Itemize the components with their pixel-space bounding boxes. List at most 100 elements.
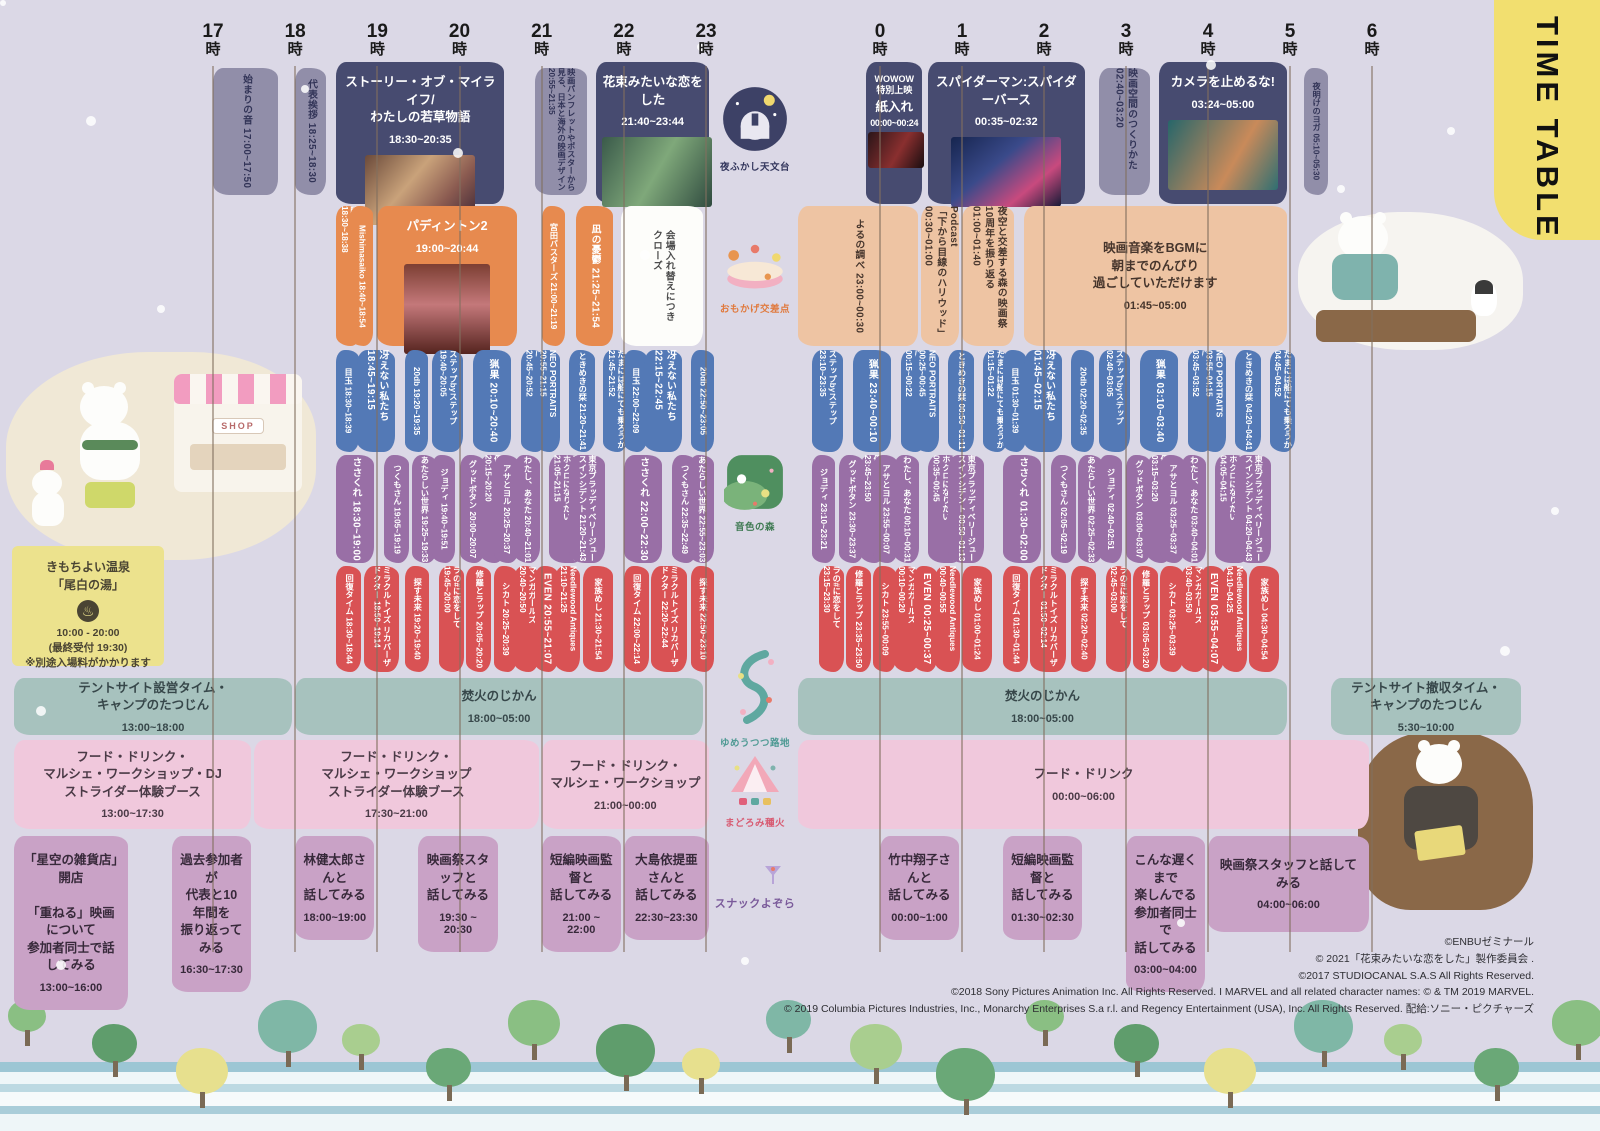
onsen-note: きもちよい温泉 「尾白の湯」 ♨ 10:00 - 20:00 (最終受付 19:…	[12, 546, 164, 669]
reading-bear-character	[1416, 740, 1462, 784]
event-title: ステップbyステップ 19:40~20:05	[438, 350, 458, 426]
tree-trunk	[1401, 1054, 1406, 1070]
event-title: Needlewood Antiques 21:10~21:25	[558, 566, 578, 652]
event-block: 宮田バスターズ 21:00~21:19	[541, 206, 565, 346]
event-block: シカト 03:25~03:39	[1160, 566, 1184, 672]
event-title: アサとヨル 20:25~20:37	[502, 464, 512, 554]
event-title: 焚火のじかん	[461, 689, 537, 704]
event-block: フード・ドリンク・ マルシェ・ワークショップ・DJ ストライダー体験ブース 13:…	[14, 740, 252, 829]
event-block: こんな遅くまで 楽しんでる 参加者同士で 話してみる 03:00~04:00	[1126, 836, 1205, 992]
page-title: TIME TABLE	[1530, 16, 1565, 240]
event-block: わたし、あなた 20:40~21:01	[514, 455, 541, 563]
event-time: 01:30~02:30	[1011, 912, 1074, 924]
event-block: ささくれ 01:30~02:00	[1003, 455, 1041, 563]
event-title: つくもさん 19:05~19:19	[392, 464, 402, 554]
event-block: つくもさん 02:05~02:19	[1050, 455, 1076, 563]
event-title: 映画音楽をBGMに 朝までのんびり 過ごしていただけます	[1092, 241, 1218, 291]
event-block: フード・ドリンク 00:00~06:00	[798, 740, 1369, 829]
row-short-blue: 目玉 18:30~18:39 冴えない私たち 18:45~19:15 20db 19…	[0, 350, 1600, 452]
tree-trunk	[446, 1085, 452, 1101]
illustration-bear-tea	[1298, 212, 1523, 350]
tree	[1114, 1024, 1159, 1063]
event-block: ときめきの栞 04:20~04:41	[1235, 350, 1262, 452]
event-title: グッドボタン 20:00~20:07	[467, 459, 477, 559]
tree	[682, 1048, 720, 1080]
event-time: 03:24~05:00	[1191, 98, 1255, 111]
stage-yumeutsutsu: ゆめうつつ路地	[712, 648, 798, 749]
event-block: ときめきの栞 21:20~21:41	[569, 350, 595, 452]
grid-line	[376, 66, 379, 952]
illustration-bear-shop: SHOP	[6, 352, 316, 560]
event-title: シカト 23:55~00:09	[880, 582, 890, 656]
event-title: アサとヨル 23:55~00:07	[881, 464, 891, 554]
event-block: Needlewood Antiques 04:10~04:25	[1221, 566, 1247, 672]
tree	[1552, 1000, 1600, 1046]
event-time: 18:00~05:00	[467, 712, 531, 725]
event-time: 21:40~23:44	[621, 116, 685, 128]
event-title: マンガガールズ 20:40~20:50	[517, 566, 537, 624]
event-title: 回復タイム 18:30~18:44	[344, 574, 354, 664]
stage-madoromi: まどろみ種火	[712, 752, 798, 829]
event-block: 竹中翔子さんと 話してみる 00:00~1:00	[880, 836, 959, 940]
tree-trunk	[1321, 1051, 1327, 1067]
stage-label: スナックよぞら	[714, 898, 796, 910]
event-time: 22:30~23:30	[635, 911, 698, 924]
event-title: カメラを止めるな!	[1170, 75, 1275, 89]
event-title: ステップbyステップ 02:40~03:05	[1105, 350, 1124, 426]
event-block: 目玉 22:00~22:09	[623, 350, 647, 452]
event-title: 映画祭スタッフと 話してみる	[426, 852, 490, 905]
event-block: ストーリー・オブ・マイライフ/ わたしの若草物語 18:30~20:35	[336, 62, 505, 225]
film-still	[951, 137, 1062, 207]
credit-line: © 2021「花束みたいな恋をした」製作委員会 .	[1315, 952, 1534, 965]
tree	[1026, 1000, 1064, 1032]
grid-line	[1125, 66, 1127, 952]
event-title: 短編映画監督と 話してみる	[549, 853, 613, 902]
event-title: Needlewood Antiques 04:10~04:25	[1225, 566, 1244, 652]
event-block: あたらしい世界 22:55~23:03	[689, 455, 714, 563]
event-title: 猟果 20:10~20:40	[487, 359, 499, 443]
event-title: わたし、あなた 03:40~04:01	[1189, 455, 1199, 563]
event-block: 東京ブラッディベリージュースインシデント 04:20~04:43	[1235, 455, 1271, 563]
event-title: 林健太郎さんと 話してみる	[303, 853, 366, 902]
event-block: ジョディ 19:40~19:51	[432, 455, 456, 563]
grid-line	[705, 66, 708, 952]
event-title: 修羅とラップ 03:05~03:20	[1141, 569, 1151, 669]
event-title: 回復タイム 22:00~22:14	[632, 574, 642, 664]
event-block: Mishimasaiko 18:40~18:54	[349, 206, 373, 346]
tree-trunk	[1043, 1030, 1048, 1046]
tent-icon	[731, 756, 779, 805]
event-block: NEO PORTRAITS 20:55~21:15	[534, 350, 560, 452]
tree	[1204, 1048, 1256, 1094]
event-block: つくもさん 19:05~19:19	[384, 455, 410, 563]
event-time: 19:30 ~ 20:30	[439, 911, 477, 936]
event-time: 18:30~20:35	[388, 133, 452, 146]
event-title: グッドボタン 03:00~03:07	[1134, 459, 1144, 559]
event-title: ミラクルトイズ リカバーザ ドクター 22:20~22:44	[659, 566, 679, 667]
event-title: 凪の憂鬱 21:25~21:54	[589, 223, 601, 329]
event-block: 探す未来 02:20~02:40	[1071, 566, 1096, 672]
event-title: 焚火のじかん	[1005, 688, 1080, 706]
polar-bear-character	[1338, 212, 1388, 260]
event-title: 家族めし 04:30~04:54	[1259, 578, 1269, 660]
event-title: 回復タイム 01:30~01:44	[1011, 574, 1021, 664]
illustration-bear-reading	[1358, 712, 1533, 910]
event-block: ジョディ 02:40~02:51	[1098, 455, 1122, 563]
credit-line: ©ENBUゼミナール	[1444, 936, 1534, 948]
event-title: ときめきの栞 21:20~21:41	[577, 351, 587, 451]
event-block: 短編映画監督と 話してみる 01:30~02:30	[1003, 836, 1082, 940]
bear-sweater	[1332, 254, 1398, 300]
event-block: 猟果 03:10~03:40	[1139, 350, 1178, 452]
tree	[176, 1048, 228, 1094]
tree-trunk	[1576, 1044, 1581, 1060]
tree-trunk	[359, 1054, 364, 1070]
event-title: 東京ブラッディベリージュースインシデント 21:20~21:43	[577, 455, 597, 562]
event-block: 映画パンフレットやポスターから見る、日本と海外の映画デザイン 20:55~21:…	[534, 68, 587, 195]
event-title: シカト 20:25~20:39	[501, 582, 511, 656]
tree-trunk	[786, 1037, 792, 1053]
event-block: 映画祭スタッフと 話してみる 19:30 ~ 20:30	[418, 836, 498, 952]
grid-line	[1207, 66, 1209, 952]
event-block: シカト 23:55~00:09	[873, 566, 897, 672]
event-block: 修羅とラップ 03:05~03:20	[1132, 566, 1158, 672]
